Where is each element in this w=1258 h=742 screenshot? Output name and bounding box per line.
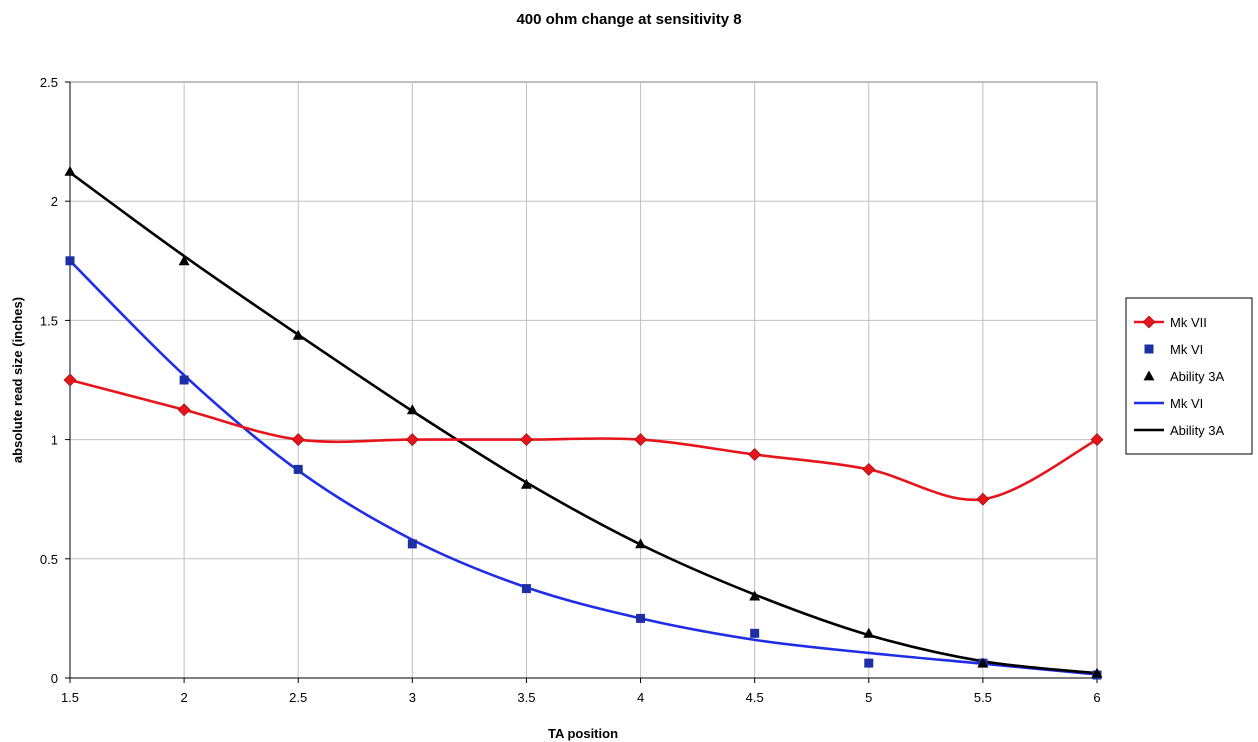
data-point-diamond <box>291 433 305 447</box>
data-point-square <box>179 375 189 385</box>
y-tick-label: 2 <box>51 194 58 209</box>
y-tick-label: 2.5 <box>40 75 58 90</box>
data-point-square <box>750 628 760 638</box>
data-point-diamond <box>862 462 876 476</box>
legend-item: Mk VI <box>1134 396 1203 411</box>
data-point-square <box>636 613 646 623</box>
x-axis-ticks: 1.5 2 2.5 3 3.5 4 4.5 5 5.5 6 <box>61 678 1101 705</box>
data-point-square <box>407 539 417 549</box>
x-axis-label: TA position <box>548 726 618 741</box>
legend-item: Mk VII <box>1134 315 1207 330</box>
series-line <box>68 259 1099 676</box>
legend-item: Ability 3A <box>1134 423 1225 438</box>
series-layer <box>63 165 1104 680</box>
x-tick-label: 2 <box>180 690 187 705</box>
data-point-diamond <box>520 433 533 447</box>
data-point-square <box>864 658 874 668</box>
legend-label: Mk VI <box>1170 396 1203 411</box>
legend-item: Mk VI <box>1144 342 1203 357</box>
legend-marker-triangle <box>1143 370 1155 381</box>
legend-label: Ability 3A <box>1170 369 1225 384</box>
x-tick-label: 2.5 <box>289 690 307 705</box>
x-tick-label: 5.5 <box>974 690 992 705</box>
series-mk-vi-trend-line <box>68 259 1099 676</box>
data-point-diamond <box>177 403 191 417</box>
data-point-diamond <box>1090 433 1104 447</box>
data-point-triangle <box>1091 667 1103 678</box>
legend-item: Ability 3A <box>1143 369 1225 384</box>
data-point-triangle <box>977 657 989 668</box>
x-tick-label: 3 <box>409 690 416 705</box>
y-tick-label: 0.5 <box>40 552 58 567</box>
x-tick-label: 1.5 <box>61 690 79 705</box>
y-tick-label: 0 <box>51 671 58 686</box>
x-tick-label: 4.5 <box>746 690 764 705</box>
chart-title: 400 ohm change at sensitivity 8 <box>516 11 741 28</box>
series-line <box>68 378 1099 502</box>
y-tick-label: 1 <box>51 433 58 448</box>
data-point-square <box>521 584 531 594</box>
series-ability-3a-trend-line <box>68 171 1099 675</box>
y-axis-ticks: 0 0.5 1 1.5 2 2.5 <box>40 75 70 686</box>
data-point-square <box>65 256 75 266</box>
x-tick-label: 3.5 <box>517 690 535 705</box>
data-point-triangle <box>406 404 418 415</box>
data-point-diamond <box>748 448 762 461</box>
legend-marker-diamond <box>1142 315 1156 329</box>
data-point-triangle <box>520 478 532 489</box>
data-point-triangle <box>64 165 76 176</box>
plot-area <box>69 81 1098 679</box>
data-point-triangle <box>178 255 190 266</box>
data-point-triangle <box>292 329 304 340</box>
x-tick-label: 5 <box>865 690 872 705</box>
legend-label: Mk VI <box>1170 342 1203 357</box>
data-point-diamond <box>63 373 77 387</box>
data-point-diamond <box>976 492 990 506</box>
x-tick-label: 4 <box>637 690 644 705</box>
series-mk-vii-smooth-line-with-markers <box>63 373 1104 506</box>
series-line <box>68 171 1099 675</box>
x-tick-label: 6 <box>1093 690 1100 705</box>
plot-frame <box>69 81 1098 679</box>
legend-label: Ability 3A <box>1170 423 1225 438</box>
data-point-diamond <box>405 433 419 447</box>
legend: Mk VII Mk VI Ability 3A Mk VI Ability 3A <box>1125 297 1253 455</box>
data-point-triangle <box>749 590 761 601</box>
data-point-square <box>293 464 303 474</box>
data-point-diamond <box>634 433 647 447</box>
y-tick-label: 1.5 <box>40 313 58 328</box>
legend-marker-square <box>1144 344 1154 354</box>
series-ability-3a-markers-only <box>64 165 1103 678</box>
data-point-triangle <box>635 538 647 549</box>
legend-label: Mk VII <box>1170 315 1207 330</box>
data-point-triangle <box>863 627 875 638</box>
y-axis-label: absolute read size (inches) <box>10 297 25 463</box>
